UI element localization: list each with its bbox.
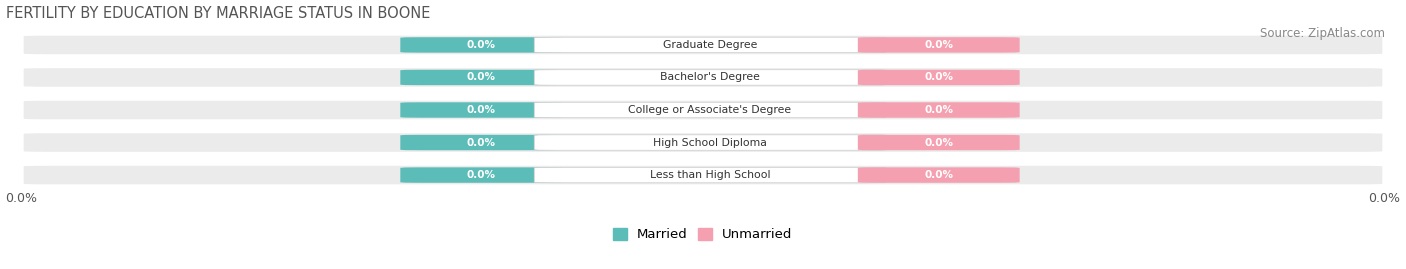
Text: 0.0%: 0.0% bbox=[924, 40, 953, 50]
FancyBboxPatch shape bbox=[534, 70, 886, 85]
FancyBboxPatch shape bbox=[858, 135, 1019, 150]
FancyBboxPatch shape bbox=[401, 167, 562, 183]
Text: 0.0%: 0.0% bbox=[467, 72, 496, 83]
FancyBboxPatch shape bbox=[401, 70, 562, 85]
Text: 0.0%: 0.0% bbox=[1368, 192, 1400, 205]
FancyBboxPatch shape bbox=[534, 167, 886, 183]
Text: 0.0%: 0.0% bbox=[467, 40, 496, 50]
FancyBboxPatch shape bbox=[22, 164, 1384, 186]
FancyBboxPatch shape bbox=[22, 99, 1384, 121]
FancyBboxPatch shape bbox=[858, 102, 1019, 118]
FancyBboxPatch shape bbox=[858, 70, 1019, 85]
Text: Less than High School: Less than High School bbox=[650, 170, 770, 180]
Text: Bachelor's Degree: Bachelor's Degree bbox=[659, 72, 759, 83]
Text: 0.0%: 0.0% bbox=[6, 192, 38, 205]
FancyBboxPatch shape bbox=[534, 37, 886, 53]
FancyBboxPatch shape bbox=[858, 37, 1019, 53]
Text: 0.0%: 0.0% bbox=[924, 170, 953, 180]
FancyBboxPatch shape bbox=[22, 132, 1384, 153]
Text: 0.0%: 0.0% bbox=[467, 105, 496, 115]
Text: High School Diploma: High School Diploma bbox=[652, 137, 766, 147]
Text: 0.0%: 0.0% bbox=[467, 170, 496, 180]
FancyBboxPatch shape bbox=[401, 37, 562, 53]
FancyBboxPatch shape bbox=[22, 67, 1384, 88]
FancyBboxPatch shape bbox=[534, 102, 886, 118]
Legend: Married, Unmarried: Married, Unmarried bbox=[609, 222, 797, 247]
FancyBboxPatch shape bbox=[534, 135, 886, 150]
Text: 0.0%: 0.0% bbox=[467, 137, 496, 147]
FancyBboxPatch shape bbox=[401, 135, 562, 150]
Text: 0.0%: 0.0% bbox=[924, 137, 953, 147]
FancyBboxPatch shape bbox=[22, 34, 1384, 56]
Text: Graduate Degree: Graduate Degree bbox=[662, 40, 758, 50]
Text: FERTILITY BY EDUCATION BY MARRIAGE STATUS IN BOONE: FERTILITY BY EDUCATION BY MARRIAGE STATU… bbox=[6, 6, 430, 20]
Text: 0.0%: 0.0% bbox=[924, 105, 953, 115]
Text: College or Associate's Degree: College or Associate's Degree bbox=[628, 105, 792, 115]
Text: 0.0%: 0.0% bbox=[924, 72, 953, 83]
FancyBboxPatch shape bbox=[401, 102, 562, 118]
Text: Source: ZipAtlas.com: Source: ZipAtlas.com bbox=[1260, 27, 1385, 40]
FancyBboxPatch shape bbox=[858, 167, 1019, 183]
